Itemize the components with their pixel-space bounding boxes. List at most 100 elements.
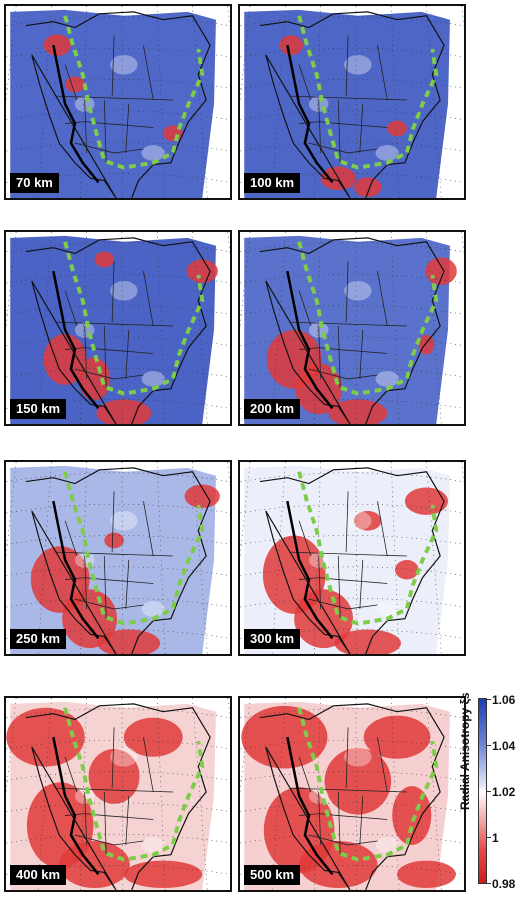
craton-boundary: [297, 15, 439, 170]
depth-label: 400 km: [10, 865, 67, 885]
latitude-line: [240, 47, 464, 58]
latitude-line: [240, 110, 464, 120]
coastline: [25, 703, 211, 890]
latitude-line: [240, 629, 464, 639]
low-anisotropy-region: [404, 487, 448, 515]
neutral-patch: [344, 510, 372, 531]
colorbar-tick-label: 1: [492, 831, 499, 845]
political-borders: [55, 261, 173, 389]
low-anisotropy-region: [59, 841, 130, 889]
colorbar-gradient: [478, 698, 487, 884]
low-anisotropy-region: [241, 705, 328, 769]
plate-boundary: [52, 270, 100, 410]
coastline: [259, 703, 445, 890]
latitude-line: [6, 472, 230, 482]
neutral-patch: [141, 837, 166, 853]
craton-boundary: [63, 707, 205, 862]
low-anisotropy-region: [184, 484, 220, 509]
latitude-line: [6, 367, 230, 378]
map-panel-100km: 100 km: [238, 4, 466, 200]
latitude-line: [6, 16, 230, 26]
neutral-patch: [344, 54, 372, 75]
map-panel-400km: 400 km: [4, 696, 232, 892]
coastline: [25, 237, 211, 424]
latitude-line: [240, 141, 464, 152]
colorbar-tick-label: 1.02: [492, 785, 516, 799]
low-anisotropy-region: [94, 251, 115, 268]
coastline: [259, 467, 445, 654]
latitude-line: [240, 273, 464, 284]
craton-boundary: [297, 241, 439, 396]
neutral-patch: [110, 510, 138, 531]
low-anisotropy-region: [96, 399, 152, 424]
low-anisotropy-region: [353, 510, 382, 531]
latitude-line: [6, 273, 230, 284]
map-canvas: [240, 232, 464, 424]
colorbar-title: Radial Anisotropy ξs: [458, 692, 472, 810]
latitude-line: [240, 16, 464, 26]
map-panel-500km: 500 km: [238, 696, 466, 892]
anisotropy-field: [244, 9, 450, 198]
map-canvas: [6, 698, 230, 890]
low-anisotropy-region: [299, 841, 378, 889]
plate-boundary: [286, 270, 334, 410]
depth-label: 250 km: [10, 629, 67, 649]
colorbar-tick: [487, 745, 491, 746]
depth-label: 300 km: [244, 629, 301, 649]
coastline: [259, 237, 445, 424]
anisotropy-field: [10, 9, 216, 198]
depth-label: 200 km: [244, 399, 301, 419]
colorbar-tick: [487, 883, 491, 884]
plate-boundary: [286, 44, 334, 184]
low-anisotropy-region: [279, 35, 304, 55]
neutral-patch: [375, 601, 400, 617]
political-borders: [289, 35, 407, 163]
neutral-patch: [141, 145, 166, 161]
colorbar-tick-label: 0.98: [492, 877, 516, 891]
plate-boundary: [52, 44, 100, 184]
political-borders: [289, 727, 407, 855]
longitude-line: [227, 698, 230, 721]
latitude-line: [240, 472, 464, 482]
low-anisotropy-region: [392, 786, 432, 845]
neutral-patch: [375, 145, 400, 161]
political-borders: [289, 491, 407, 619]
low-anisotropy-region: [104, 532, 124, 549]
map-canvas: [6, 232, 230, 424]
coastline: [25, 467, 211, 654]
anisotropy-field: [10, 235, 216, 424]
latitude-line: [240, 739, 464, 750]
craton-boundary: [63, 15, 205, 170]
latitude-line: [6, 399, 230, 409]
longitude-line: [227, 462, 230, 485]
low-anisotropy-region: [363, 715, 431, 759]
low-anisotropy-region: [425, 257, 457, 285]
colorbar-tick-label: 1.06: [492, 693, 516, 707]
longitude-line: [461, 6, 464, 29]
map-panel-200km: 200 km: [238, 230, 466, 426]
craton-boundary: [297, 471, 439, 626]
longitude-line: [461, 462, 464, 485]
latitude-line: [6, 597, 230, 608]
map-panel-70km: 70 km: [4, 4, 232, 200]
neutral-patch: [375, 837, 400, 853]
latitude-line: [6, 833, 230, 844]
low-anisotropy-region: [186, 259, 218, 283]
longitude-line: [461, 232, 464, 255]
coastline: [259, 11, 445, 198]
latitude-line: [6, 173, 230, 183]
latitude-line: [6, 336, 230, 346]
craton-boundary: [63, 471, 205, 626]
coastline: [25, 11, 211, 198]
depth-label: 150 km: [10, 399, 67, 419]
latitude-line: [240, 566, 464, 576]
latitude-line: [6, 242, 230, 252]
neutral-patch: [110, 746, 138, 767]
depth-label: 500 km: [244, 865, 301, 885]
low-anisotropy-region: [387, 120, 407, 137]
neutral-patch: [110, 54, 138, 75]
latitude-line: [6, 708, 230, 718]
plate-boundary: [286, 736, 334, 876]
colorbar-tick: [487, 837, 491, 838]
plate-boundary: [52, 500, 100, 640]
